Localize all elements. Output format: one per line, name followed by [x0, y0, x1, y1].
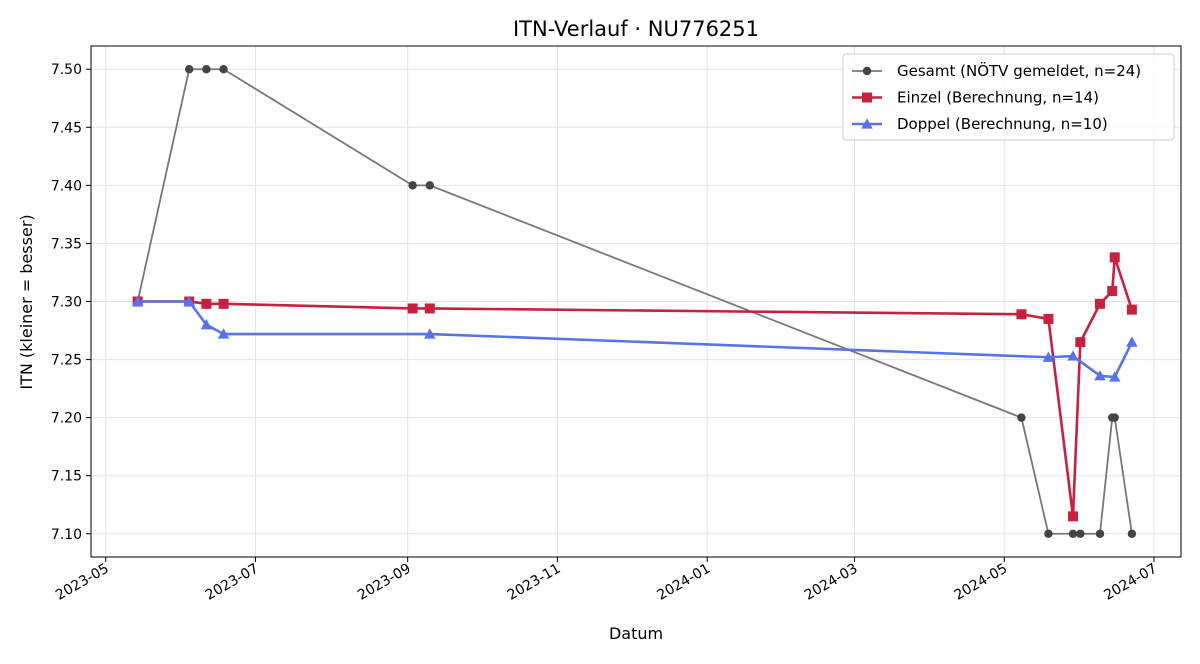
y-tick-label: 7.40: [51, 178, 82, 194]
legend-label: Einzel (Berechnung, n=14): [897, 89, 1099, 107]
data-point: [1094, 298, 1105, 309]
data-point: [861, 118, 873, 129]
data-point: [1109, 252, 1120, 263]
data-point: [1094, 370, 1106, 381]
legend-label: Gesamt (NÖTV gemeldet, n=24): [897, 61, 1141, 80]
data-point: [219, 65, 228, 74]
data-point: [1075, 337, 1086, 348]
series-line: [136, 256, 1134, 518]
x-tick-label: 2023-07: [203, 561, 262, 604]
data-point: [1067, 511, 1078, 522]
data-point: [184, 65, 194, 74]
data-point: [862, 66, 872, 76]
x-tick-label: 2023-09: [355, 561, 414, 604]
data-point: [425, 181, 434, 190]
data-point: [1076, 529, 1085, 538]
legend-entry: Doppel (Berechnung, n=10): [852, 115, 1108, 133]
y-tick-label: 7.20: [51, 411, 82, 427]
data-point: [1044, 529, 1053, 538]
data-point: [1043, 313, 1054, 324]
data-point: [200, 318, 213, 330]
data-point: [202, 65, 211, 74]
chart-title: ITN-Verlauf · NU776251: [513, 17, 759, 41]
data-point: [1068, 529, 1078, 538]
legend-entry: Einzel (Berechnung, n=14): [852, 89, 1099, 107]
data-point: [1126, 336, 1138, 347]
y-tick-label: 7.15: [51, 469, 82, 485]
y-axis-label: ITN (kleiner = besser): [17, 214, 36, 389]
x-tick-label: 2023-11: [505, 561, 564, 604]
y-tick-label: 7.45: [51, 120, 82, 136]
data-point: [1126, 304, 1137, 315]
data-point: [407, 303, 418, 314]
data-point: [1017, 413, 1026, 422]
plot-frame: [90, 45, 1182, 558]
series-1: [132, 252, 1137, 522]
data-point: [1016, 309, 1027, 320]
y-tick-label: 7.50: [51, 62, 82, 78]
series-layer: [131, 65, 1138, 538]
y-tick-label: 7.30: [51, 295, 82, 311]
x-axis-label: Datum: [609, 624, 663, 643]
data-point: [1108, 371, 1121, 382]
data-point: [1067, 350, 1079, 361]
legend-entry: Gesamt (NÖTV gemeldet, n=24): [852, 61, 1141, 80]
data-point: [424, 328, 436, 339]
data-point: [862, 92, 872, 103]
legend-box: [842, 53, 1175, 141]
series-line: [136, 300, 1134, 379]
data-point: [131, 295, 144, 307]
data-point: [424, 303, 435, 314]
x-tick-label: 2024-01: [655, 561, 714, 604]
data-point: [1110, 413, 1119, 422]
data-point: [1095, 529, 1105, 538]
x-tick-label: 2024-05: [952, 561, 1011, 604]
data-point: [1127, 529, 1137, 538]
x-tick-label: 2023-05: [53, 561, 112, 604]
y-tick-label: 7.35: [51, 236, 82, 252]
data-point: [201, 298, 212, 309]
x-tick-label: 2024-03: [802, 561, 861, 604]
legend-label: Doppel (Berechnung, n=10): [897, 115, 1108, 133]
legend: Gesamt (NÖTV gemeldet, n=24) Einzel (Bere…: [842, 53, 1175, 141]
series-2: [131, 295, 1138, 382]
data-point: [183, 295, 195, 307]
grid: [91, 46, 1181, 557]
data-point: [1107, 286, 1118, 297]
y-tick-label: 7.10: [51, 527, 82, 543]
data-point: [408, 181, 417, 190]
y-tick-label: 7.25: [51, 353, 82, 369]
data-point: [217, 328, 230, 339]
data-point: [1042, 351, 1055, 362]
data-point: [218, 298, 229, 309]
x-tick-label: 2024-07: [1101, 561, 1160, 604]
